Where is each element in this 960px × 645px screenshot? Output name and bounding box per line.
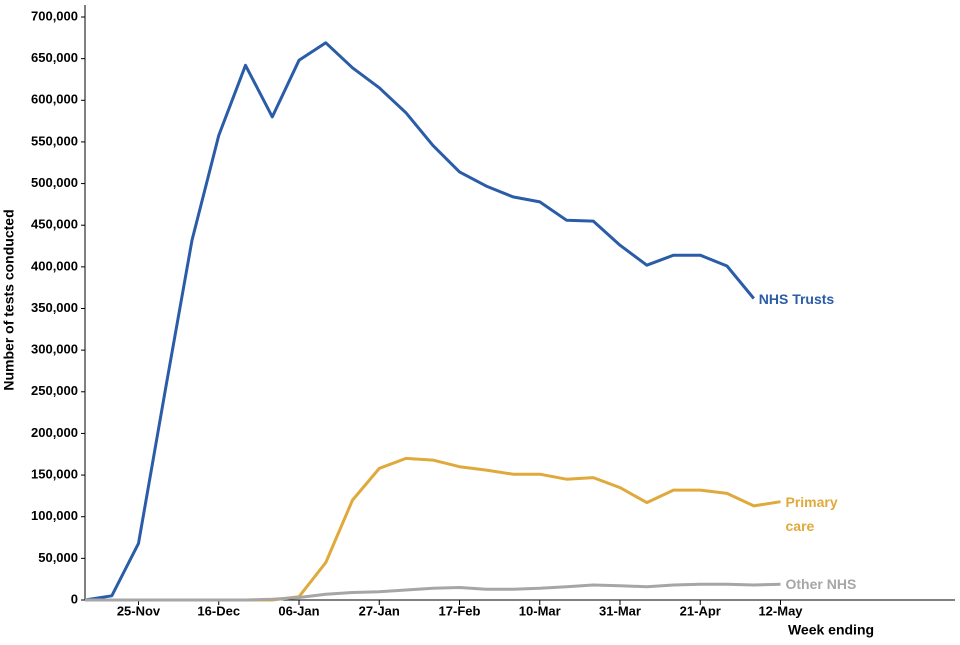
x-axis-title: Week ending xyxy=(788,622,874,638)
y-tick-label: 200,000 xyxy=(31,425,78,440)
y-tick-label: 100,000 xyxy=(31,508,78,523)
x-tick-label: 16-Dec xyxy=(197,603,240,618)
series-line xyxy=(84,41,755,602)
series-line xyxy=(85,582,781,602)
series-label: NHS Trusts xyxy=(758,290,835,307)
y-axis-title: Number of tests conducted xyxy=(1,209,17,390)
y-tick-label: 500,000 xyxy=(31,175,78,190)
y-tick-label: 0 xyxy=(71,591,78,606)
series-label: Other NHS xyxy=(785,576,857,593)
series-line xyxy=(85,456,781,602)
x-tick-label: 12-May xyxy=(758,603,803,618)
x-tick-label: 31-Mar xyxy=(599,603,641,618)
y-tick-label: 400,000 xyxy=(31,258,78,273)
x-tick-label: 25-Nov xyxy=(117,603,161,618)
x-tick-label: 27-Jan xyxy=(359,603,400,618)
series-label: Primary care xyxy=(785,493,838,534)
y-tick-label: 450,000 xyxy=(31,217,78,232)
series-label-box: Primary care xyxy=(785,493,838,534)
x-tick-label: 17-Feb xyxy=(439,603,481,618)
y-tick-label: 350,000 xyxy=(31,300,78,315)
y-tick-label: 550,000 xyxy=(31,133,78,148)
y-tick-label: 300,000 xyxy=(31,342,78,357)
y-tick-label: 50,000 xyxy=(38,550,78,565)
y-tick-label: 250,000 xyxy=(31,383,78,398)
y-tick-label: 700,000 xyxy=(31,8,78,23)
series-label-box: NHS Trusts xyxy=(758,290,835,307)
x-tick-label: 06-Jan xyxy=(278,603,319,618)
x-tick-label: 21-Apr xyxy=(680,603,721,618)
y-tick-label: 150,000 xyxy=(31,467,78,482)
y-tick-label: 650,000 xyxy=(31,50,78,65)
x-tick-label: 10-Mar xyxy=(519,603,561,618)
y-tick-label: 600,000 xyxy=(31,92,78,107)
series-label-box: Other NHS xyxy=(785,576,857,593)
